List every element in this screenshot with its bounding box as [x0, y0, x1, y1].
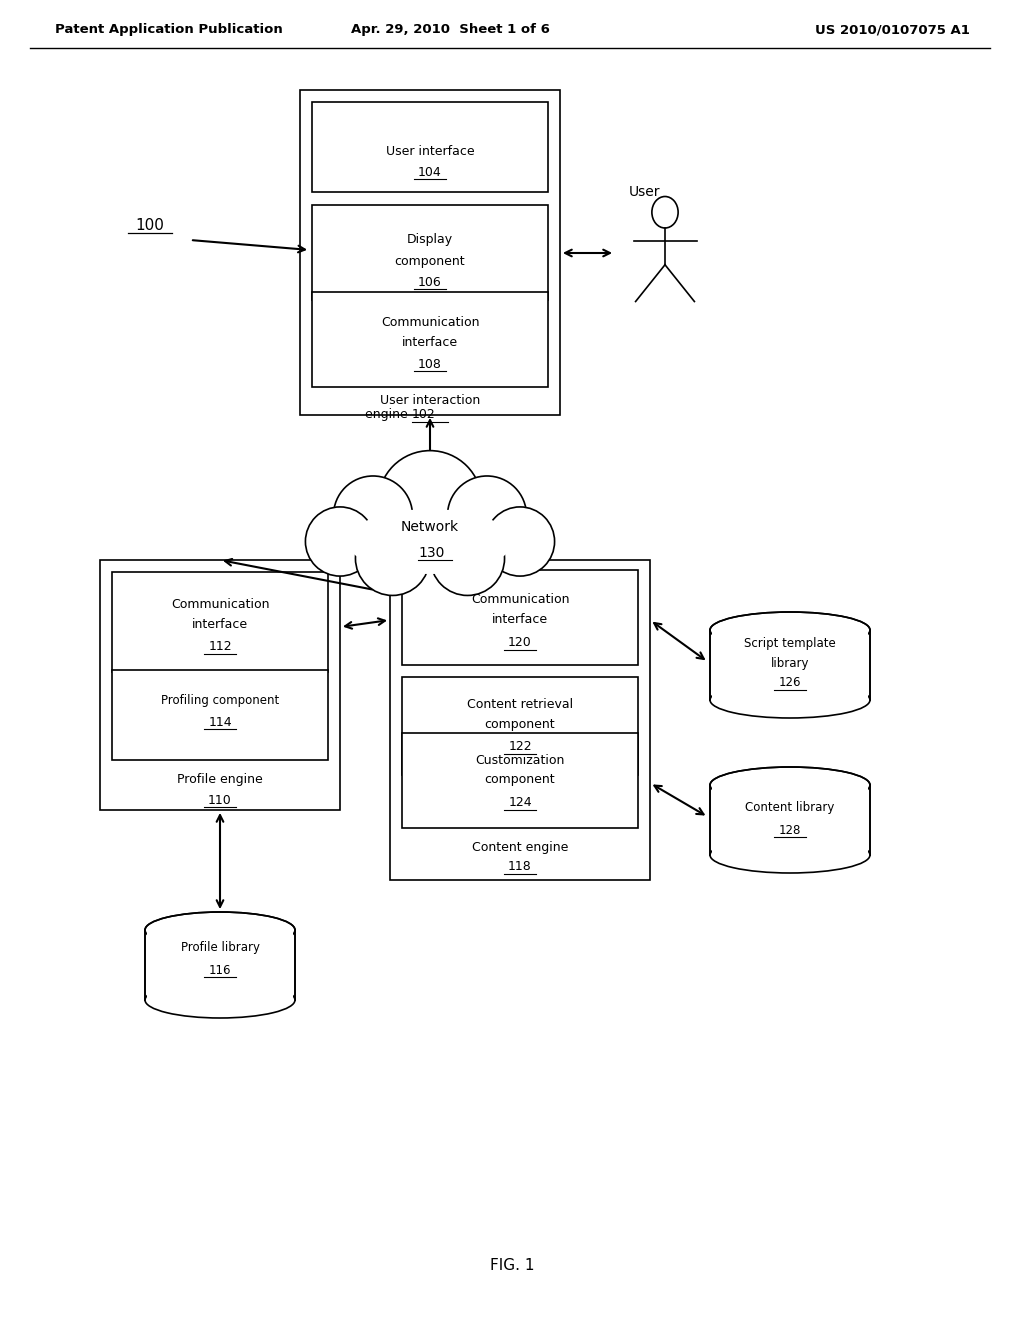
Ellipse shape — [710, 837, 870, 873]
Bar — [712, 630, 868, 700]
FancyBboxPatch shape — [390, 560, 650, 880]
Text: 116: 116 — [209, 964, 231, 977]
Text: 114: 114 — [208, 715, 231, 729]
Bar — [710, 630, 870, 700]
Text: 118: 118 — [508, 861, 531, 874]
Text: 120: 120 — [508, 636, 531, 649]
Circle shape — [334, 477, 413, 554]
Text: Profiling component: Profiling component — [161, 693, 280, 706]
Text: User interface: User interface — [386, 145, 474, 158]
FancyBboxPatch shape — [112, 671, 328, 760]
Bar — [710, 785, 870, 855]
Text: 108: 108 — [418, 358, 442, 371]
FancyBboxPatch shape — [402, 677, 638, 775]
Circle shape — [447, 477, 526, 554]
Text: 130: 130 — [418, 546, 444, 560]
Text: 104: 104 — [418, 165, 442, 178]
Text: US 2010/0107075 A1: US 2010/0107075 A1 — [815, 24, 970, 37]
Ellipse shape — [652, 197, 678, 228]
Text: Script template: Script template — [744, 636, 836, 649]
Text: 112: 112 — [208, 640, 231, 653]
Text: 102: 102 — [412, 408, 436, 421]
Text: Content library: Content library — [745, 801, 835, 814]
Text: component: component — [484, 774, 555, 787]
Text: Profile library: Profile library — [180, 940, 259, 953]
FancyBboxPatch shape — [312, 292, 548, 387]
FancyBboxPatch shape — [100, 560, 340, 810]
Text: User: User — [630, 185, 660, 199]
Text: Communication: Communication — [171, 598, 269, 611]
Text: 126: 126 — [778, 676, 801, 689]
Circle shape — [355, 521, 429, 595]
Text: interface: interface — [492, 614, 548, 627]
Text: Network: Network — [401, 520, 459, 535]
Text: 100: 100 — [135, 218, 165, 232]
FancyBboxPatch shape — [112, 572, 328, 672]
Text: Patent Application Publication: Patent Application Publication — [55, 24, 283, 37]
Text: component: component — [394, 256, 465, 268]
Text: FIG. 1: FIG. 1 — [489, 1258, 535, 1272]
Circle shape — [485, 507, 555, 576]
Text: 122: 122 — [508, 741, 531, 754]
Bar — [147, 931, 293, 1001]
Ellipse shape — [347, 510, 512, 574]
FancyBboxPatch shape — [402, 570, 638, 665]
Text: interface: interface — [402, 335, 458, 348]
Text: Content retrieval: Content retrieval — [467, 698, 573, 711]
FancyBboxPatch shape — [402, 733, 638, 828]
Text: Communication: Communication — [381, 315, 479, 329]
Bar — [712, 785, 868, 855]
Text: Customization: Customization — [475, 754, 564, 767]
Text: Display: Display — [407, 234, 453, 247]
Text: 110: 110 — [208, 793, 231, 807]
FancyBboxPatch shape — [300, 90, 560, 414]
Ellipse shape — [710, 767, 870, 803]
Ellipse shape — [710, 682, 870, 718]
Text: Content engine: Content engine — [472, 841, 568, 854]
Text: engine: engine — [366, 408, 412, 421]
Ellipse shape — [710, 612, 870, 648]
Text: User interaction: User interaction — [380, 395, 480, 408]
Text: library: library — [771, 656, 809, 669]
FancyBboxPatch shape — [312, 102, 548, 191]
Ellipse shape — [145, 912, 295, 948]
Text: component: component — [484, 718, 555, 731]
Bar — [145, 931, 295, 1001]
Text: Apr. 29, 2010  Sheet 1 of 6: Apr. 29, 2010 Sheet 1 of 6 — [350, 24, 550, 37]
Text: 106: 106 — [418, 276, 442, 289]
Text: Profile engine: Profile engine — [177, 774, 263, 787]
Circle shape — [430, 521, 505, 595]
Ellipse shape — [145, 982, 295, 1018]
Text: interface: interface — [191, 618, 248, 631]
Circle shape — [378, 450, 482, 554]
Text: 128: 128 — [779, 824, 801, 837]
Text: Communication: Communication — [471, 594, 569, 606]
Text: 124: 124 — [508, 796, 531, 809]
FancyBboxPatch shape — [312, 205, 548, 300]
Circle shape — [305, 507, 375, 576]
